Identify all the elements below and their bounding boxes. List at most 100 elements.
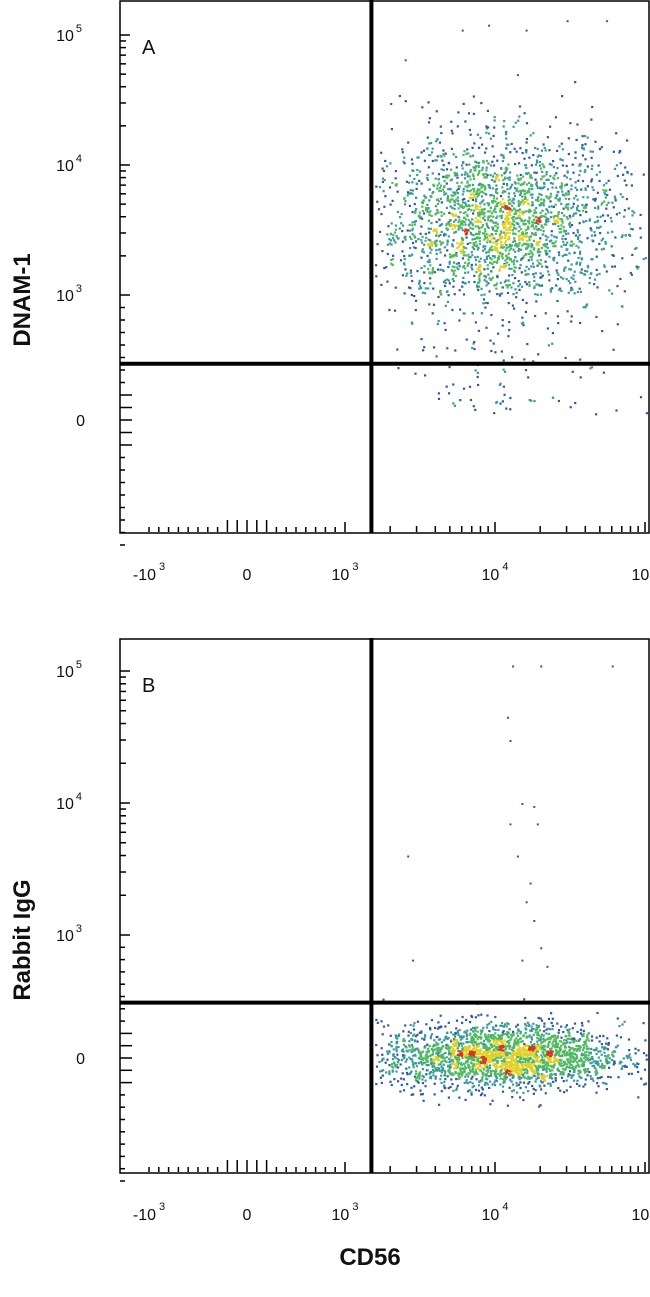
event-point [520, 228, 523, 231]
event-point [429, 1035, 433, 1038]
event-point [555, 1050, 558, 1053]
event-point [488, 187, 491, 190]
event-point [474, 1028, 477, 1031]
event-point [569, 1055, 572, 1058]
event-point [494, 1054, 497, 1057]
event-point [543, 199, 546, 203]
event-point [395, 235, 398, 238]
event-point [461, 204, 464, 207]
event-point [457, 199, 460, 202]
event-point [523, 1047, 526, 1050]
event-point [518, 162, 521, 165]
event-point [401, 240, 404, 243]
event-point [457, 262, 460, 265]
event-point [602, 371, 605, 374]
event-point [519, 217, 522, 220]
event-point [439, 197, 442, 200]
event-point [469, 226, 472, 229]
event-point [470, 189, 473, 192]
event-point [519, 264, 522, 267]
outlier-point [509, 823, 512, 826]
event-point [487, 204, 490, 207]
event-point [468, 1048, 471, 1051]
event-point [528, 236, 531, 239]
event-point [479, 1053, 482, 1056]
event-point [388, 238, 391, 241]
event-point [528, 181, 531, 184]
event-point [375, 1044, 378, 1047]
event-point [482, 1056, 485, 1059]
event-point [437, 173, 441, 176]
event-point [452, 1073, 455, 1076]
event-point [603, 265, 606, 268]
event-point [521, 1063, 524, 1066]
event-point [535, 219, 538, 222]
event-point [578, 240, 581, 243]
event-point [533, 227, 536, 230]
event-point [440, 1054, 443, 1057]
event-point [550, 205, 553, 208]
event-point [472, 1043, 475, 1046]
event-point [455, 1088, 458, 1091]
event-point [464, 271, 467, 274]
event-point [605, 1042, 608, 1045]
event-point [581, 135, 584, 138]
event-point [459, 1069, 462, 1072]
event-point [472, 112, 475, 115]
event-point [551, 1017, 554, 1020]
event-point [421, 250, 424, 253]
event-point [551, 1028, 554, 1031]
event-point [565, 1024, 568, 1027]
event-point [594, 140, 597, 143]
event-point [480, 1066, 483, 1069]
event-point [446, 1037, 449, 1041]
event-point [542, 1078, 546, 1082]
event-point [540, 276, 543, 279]
event-point [510, 1035, 514, 1038]
event-point [443, 284, 447, 288]
event-point [505, 407, 508, 410]
event-point [438, 141, 442, 144]
event-point [544, 1092, 547, 1095]
event-point [478, 230, 481, 233]
event-point [602, 1034, 605, 1038]
event-point [521, 316, 524, 319]
event-point [405, 1067, 408, 1070]
event-point [470, 209, 473, 212]
event-point [558, 1061, 561, 1064]
event-point [466, 185, 469, 189]
event-point [420, 287, 423, 290]
event-point [487, 1040, 490, 1043]
event-point [498, 1051, 501, 1055]
event-point [524, 1027, 527, 1030]
event-point [516, 1052, 519, 1055]
event-point [446, 249, 449, 252]
event-point [433, 271, 436, 274]
event-point [462, 153, 465, 157]
event-point [404, 1024, 407, 1027]
event-point [480, 1013, 483, 1016]
event-point [494, 1046, 497, 1049]
plot-frame [119, 0, 650, 534]
event-point [421, 248, 424, 251]
event-point [547, 1082, 550, 1085]
event-point [454, 213, 458, 216]
event-point [475, 207, 479, 210]
event-point [542, 1076, 545, 1079]
event-point [480, 213, 483, 216]
event-point [493, 126, 496, 129]
event-point [434, 213, 437, 216]
event-point [518, 115, 521, 118]
event-point [496, 293, 499, 296]
event-point [556, 1042, 559, 1045]
event-point [627, 207, 630, 210]
event-point [403, 1056, 406, 1059]
event-point [486, 1065, 489, 1069]
event-point [414, 372, 417, 375]
event-point [397, 1059, 401, 1062]
outlier-point [606, 20, 609, 23]
event-point [512, 1030, 515, 1033]
event-point [390, 258, 393, 262]
event-point [453, 1035, 457, 1038]
event-point [600, 1043, 603, 1046]
